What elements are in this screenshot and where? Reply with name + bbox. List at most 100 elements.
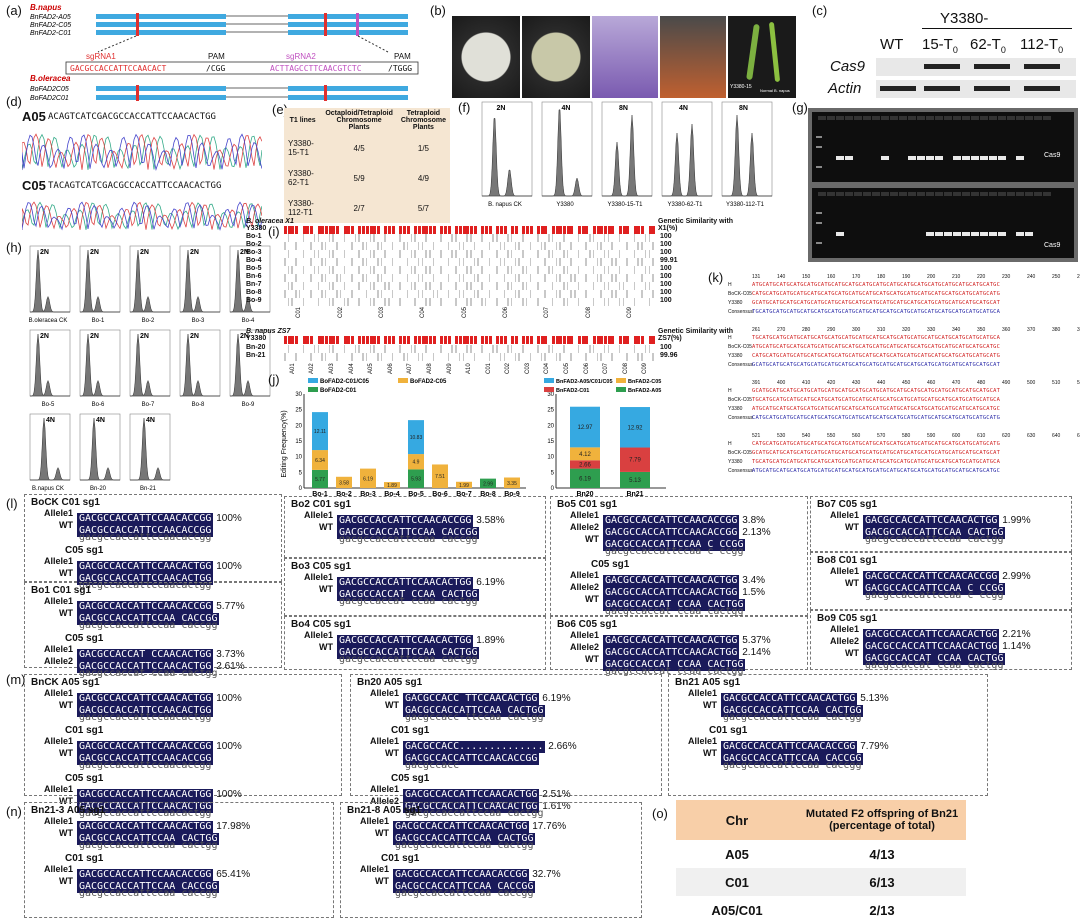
data-label: 12.11 <box>314 429 326 435</box>
snp-mark <box>351 353 353 362</box>
gel-well <box>1016 192 1024 196</box>
gel-well <box>944 192 952 196</box>
snp-mark <box>417 258 420 266</box>
gel-well <box>908 116 916 120</box>
histogram: 4N Y3380-62-T1 <box>661 101 713 208</box>
sequence-text: GACGCCACC.............. <box>403 741 546 753</box>
gel-band <box>1024 64 1060 69</box>
allele-name: Allele1 <box>687 688 717 698</box>
snp-mark <box>365 274 368 282</box>
position-tick: 480 <box>977 380 986 386</box>
snp-mark <box>373 344 375 353</box>
legend-swatch <box>398 378 408 383</box>
snp-mark <box>626 242 628 250</box>
data-label: 4.9 <box>413 460 420 466</box>
snp-mark <box>347 336 351 345</box>
sample-tag: C01 sg1 <box>391 725 430 736</box>
gel-band <box>836 156 844 160</box>
snp-mark <box>522 344 524 353</box>
snp-mark <box>499 242 502 250</box>
snp-mark <box>369 266 372 274</box>
allele-sequence: GACGCCACCATTCCAACACTGG <box>77 796 214 814</box>
gel-well <box>998 192 1006 196</box>
reference-sequence: gacgccaccattccaa c ccgg <box>865 590 1004 601</box>
snp-mark <box>406 290 409 298</box>
position-tick: 190 <box>902 274 911 280</box>
allele-name: Allele1 <box>43 596 73 606</box>
species-label: B.oleracea <box>30 74 71 83</box>
exon-bar <box>288 22 408 27</box>
position-tick: 340 <box>952 327 961 333</box>
snp-mark <box>525 226 529 234</box>
sample-label: Bo-8 <box>192 402 205 408</box>
gel-band <box>944 232 952 236</box>
position-tick: 521 <box>752 433 761 439</box>
row-label: Bo-9 <box>246 297 262 304</box>
snp-mark <box>369 234 372 242</box>
data-label: 10.83 <box>410 435 423 441</box>
snp-mark <box>551 298 554 306</box>
panel-label-g: (g) <box>792 100 808 115</box>
chr-label: A05 <box>368 363 375 374</box>
snp-mark <box>298 290 301 298</box>
shoot-photo <box>592 16 658 98</box>
position-tick: 290 <box>827 327 836 333</box>
snp-mark <box>287 226 291 234</box>
allele-name: WT <box>59 568 73 578</box>
snp-mark <box>544 353 546 362</box>
snp-mark <box>611 242 613 250</box>
pam-label: PAM <box>208 52 225 61</box>
snp-mark <box>563 344 565 353</box>
snp-mark <box>611 226 615 234</box>
allele-name: Allele1 <box>569 510 599 520</box>
snp-mark <box>421 353 424 362</box>
allele-box: Bo4 C05 sg1 Allele1 GACGCCACCATTCCAACACTGG… <box>284 616 546 670</box>
snp-mark <box>425 344 427 353</box>
snp-mark <box>455 298 457 306</box>
snp-mark <box>481 344 483 353</box>
flow-histogram: 4N B.napus CK <box>24 412 72 492</box>
exon-bar <box>96 22 226 27</box>
snp-mark <box>451 250 453 258</box>
gel-well <box>1016 116 1024 120</box>
exon-bar <box>96 86 226 91</box>
allele-name: Allele2 <box>569 582 599 592</box>
sequence-text: GACGCCACCATTCCAACACCGG <box>77 741 214 753</box>
gel-band <box>926 232 934 236</box>
snp-mark <box>455 226 459 234</box>
snp-mark <box>618 282 621 290</box>
snp-mark <box>440 282 442 290</box>
flow-histogram: 8N Y3380-15-T1 <box>596 100 654 208</box>
flow-histogram: 2N Bo-3 <box>174 244 222 324</box>
allele-name: Allele1 <box>569 630 599 640</box>
allele-sequence: GACGCCACCATTCCAACACTGG 1.99% <box>863 510 1031 528</box>
snp-mark <box>577 336 581 345</box>
alignment-sequence: GCATGCATGCATGCATGCATGCATGCATGCATGCATGCAT… <box>752 388 1001 394</box>
sgrna1-sequence: GACGCCACCATTCCAACACT <box>70 64 167 73</box>
snp-mark <box>473 290 476 298</box>
panel-label-k: (k) <box>708 270 724 285</box>
snp-mark <box>525 298 528 306</box>
sequence-text: GACGCCACCATTCCAACACCGG <box>393 869 530 881</box>
pam-label: PAM <box>394 52 411 61</box>
snp-mark <box>503 258 505 266</box>
histogram: 2N Bo-3 <box>179 245 221 324</box>
position-tick: 261 <box>752 327 761 333</box>
snp-mark <box>514 242 517 250</box>
row-label: Bn-20 <box>246 343 266 351</box>
data-label: 2.99 <box>483 481 493 487</box>
chr-label: C06 <box>583 362 590 374</box>
snp-mark <box>473 258 476 266</box>
sample-tag: C05 sg1 <box>65 545 104 556</box>
allele-name: Allele2 <box>569 642 599 652</box>
snp-mark <box>377 290 379 298</box>
snp-mark <box>600 226 604 234</box>
pod-photo: Y3380-15 Normal B. napus <box>728 16 796 98</box>
sample-label: Y3380 <box>556 202 574 208</box>
histogram-peak <box>180 333 220 397</box>
category-label: Bo-2 <box>336 491 352 496</box>
snp-mark <box>488 353 491 362</box>
position-tick: 391 <box>752 380 761 386</box>
snp-mark <box>473 226 477 234</box>
